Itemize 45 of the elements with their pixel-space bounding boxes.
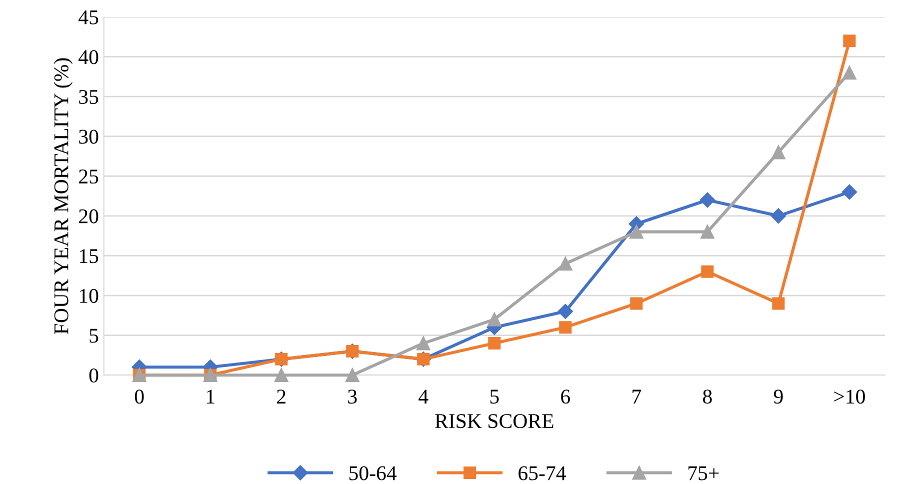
x-axis-title: RISK SCORE bbox=[435, 414, 554, 428]
point bbox=[842, 184, 858, 200]
point bbox=[416, 336, 430, 350]
point bbox=[701, 265, 714, 278]
x-tick-label: 9 bbox=[774, 390, 783, 404]
y-tick-label: 30 bbox=[79, 130, 98, 144]
y-tick-label: 45 bbox=[78, 10, 98, 24]
point bbox=[558, 304, 573, 319]
y-axis-title: FOUR YEAR MORTALITY (%) bbox=[54, 58, 73, 334]
point bbox=[772, 297, 785, 310]
x-tick-label: 7 bbox=[632, 390, 642, 404]
point bbox=[843, 34, 856, 48]
y-tick-label: 35 bbox=[79, 90, 98, 104]
point bbox=[559, 321, 572, 334]
x-tick-label: >10 bbox=[834, 390, 865, 404]
legend-label: 65-74 bbox=[518, 466, 566, 480]
x-tick-label: 1 bbox=[206, 390, 214, 404]
x-tick-label: 2 bbox=[277, 390, 286, 404]
point bbox=[630, 297, 643, 310]
legend-label: 50-64 bbox=[349, 466, 397, 480]
point bbox=[345, 368, 360, 382]
y-tick-label: 0 bbox=[89, 368, 98, 383]
point bbox=[629, 224, 644, 239]
y-tick-label: 15 bbox=[80, 249, 98, 264]
y-tick-label: 20 bbox=[79, 209, 98, 224]
point bbox=[770, 208, 786, 224]
legend-label: 75+ bbox=[688, 466, 719, 480]
x-tick-label: 6 bbox=[561, 390, 570, 404]
point bbox=[558, 256, 572, 271]
y-tick-label: 5 bbox=[90, 328, 98, 343]
point bbox=[488, 337, 501, 350]
y-tick-label: 40 bbox=[78, 50, 98, 64]
point bbox=[700, 224, 714, 239]
point bbox=[700, 192, 715, 208]
x-tick-label: 8 bbox=[703, 390, 712, 404]
x-tick-label: 0 bbox=[134, 390, 144, 404]
x-tick-label: 5 bbox=[490, 390, 499, 404]
x-tick-label: 3 bbox=[348, 390, 357, 404]
point bbox=[842, 66, 856, 80]
point bbox=[274, 368, 288, 382]
point bbox=[487, 312, 502, 326]
y-tick-label: 10 bbox=[80, 288, 98, 303]
x-tick-label: 4 bbox=[418, 390, 428, 404]
y-tick-label: 25 bbox=[79, 170, 98, 184]
point bbox=[771, 145, 786, 160]
